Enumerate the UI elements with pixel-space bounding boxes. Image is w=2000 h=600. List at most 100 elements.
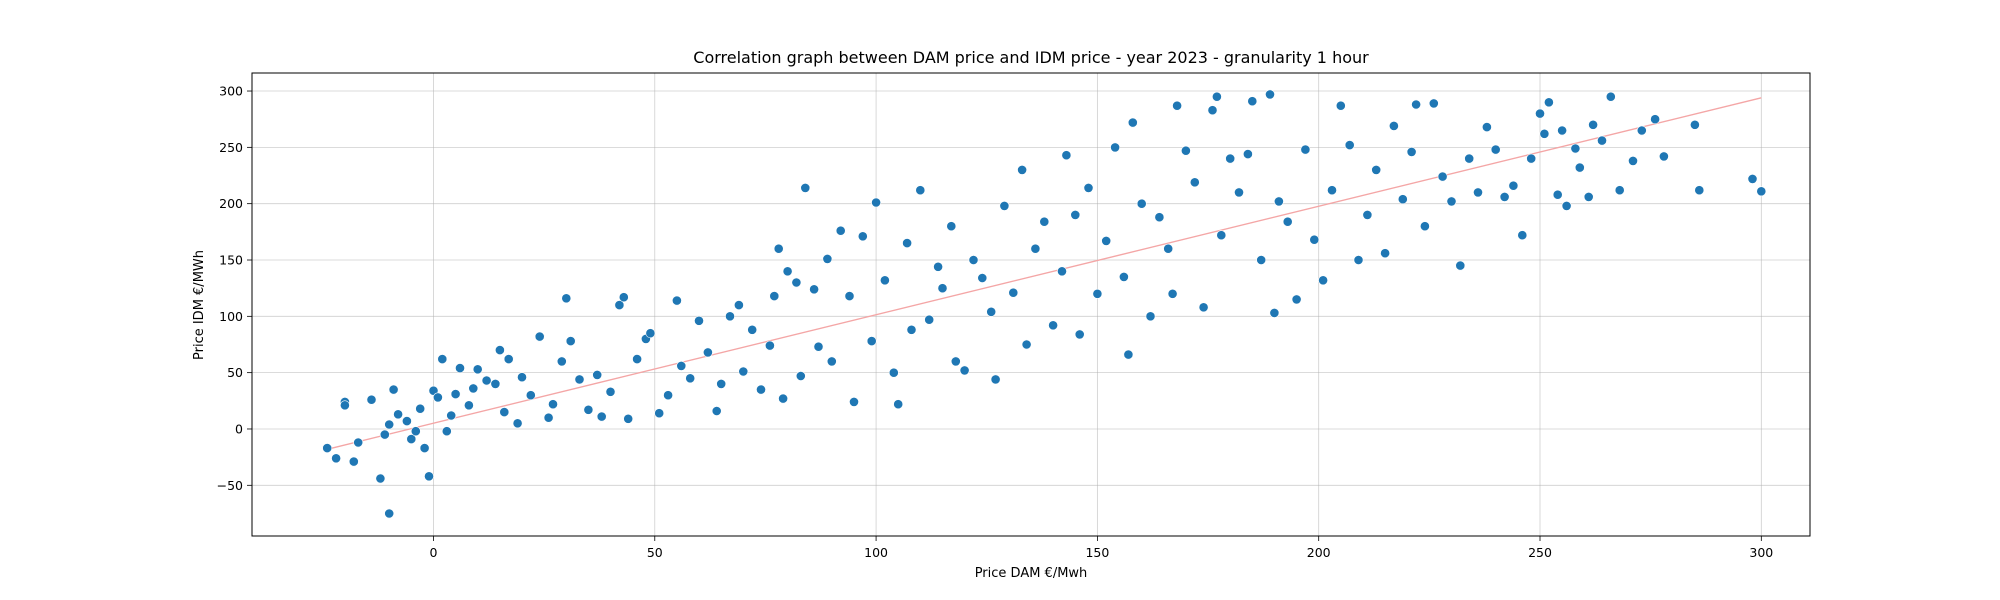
data-point <box>331 453 341 464</box>
y-tick-label: 0 <box>235 421 243 436</box>
data-point <box>1552 189 1563 200</box>
data-point <box>1380 248 1390 259</box>
data-point <box>937 283 948 294</box>
data-point <box>1694 185 1705 196</box>
data-point <box>1636 125 1647 136</box>
data-point <box>871 197 881 208</box>
x-axis-label: Price DAM €/Mwh <box>975 566 1088 581</box>
data-point <box>512 418 523 429</box>
x-tick-label: 50 <box>647 545 663 560</box>
data-point <box>419 443 430 453</box>
data-point <box>1207 105 1218 116</box>
data-point <box>1614 185 1625 196</box>
data-point <box>481 375 492 386</box>
data-point <box>455 363 465 373</box>
data-point <box>1583 191 1594 202</box>
data-point <box>716 378 727 389</box>
data-point <box>605 386 616 397</box>
plot-frame <box>251 72 1811 537</box>
data-point <box>694 315 704 326</box>
data-point <box>1659 151 1669 162</box>
data-point <box>1397 194 1408 205</box>
data-point <box>654 408 665 419</box>
data-point <box>1008 287 1019 298</box>
data-point <box>446 410 457 421</box>
data-point <box>393 409 403 420</box>
data-point <box>543 412 554 423</box>
data-point <box>1446 196 1457 207</box>
data-point <box>756 384 766 395</box>
data-point <box>424 471 434 482</box>
data-point <box>490 378 501 389</box>
data-point <box>632 354 642 364</box>
x-tick-label: 100 <box>864 545 888 560</box>
data-point <box>517 372 527 383</box>
data-point <box>472 364 483 375</box>
data-point <box>1119 271 1129 282</box>
x-tick-label: 150 <box>1085 545 1109 560</box>
data-point <box>410 426 421 437</box>
data-point <box>986 306 997 317</box>
data-point <box>379 429 390 440</box>
data-point <box>1411 99 1421 110</box>
data-point <box>534 331 545 342</box>
data-point <box>1428 98 1439 109</box>
data-point <box>322 443 333 453</box>
data-point <box>1181 145 1191 156</box>
data-point <box>432 392 443 403</box>
data-point <box>888 367 899 378</box>
data-point <box>703 347 713 358</box>
data-point <box>592 369 603 380</box>
data-point <box>1225 153 1236 164</box>
data-point <box>503 354 514 364</box>
data-point <box>437 354 448 364</box>
data-point <box>548 399 558 410</box>
data-point <box>1247 96 1258 107</box>
chart-title: Correlation graph between DAM price and … <box>693 48 1369 67</box>
data-point <box>685 373 696 384</box>
data-point <box>1167 288 1178 299</box>
data-point <box>1309 234 1320 245</box>
data-point <box>977 273 988 283</box>
data-point <box>968 255 979 265</box>
data-point <box>1464 153 1475 164</box>
data-point <box>893 399 904 410</box>
data-point <box>565 336 576 346</box>
data-point <box>734 300 744 310</box>
data-point <box>999 200 1010 211</box>
data-point <box>1756 186 1767 197</box>
y-tick-label: 50 <box>227 365 243 380</box>
data-point <box>1061 150 1072 161</box>
data-point <box>583 404 594 415</box>
data-point <box>1420 221 1430 232</box>
data-point <box>1406 146 1417 157</box>
data-point <box>348 456 359 467</box>
data-point <box>1499 191 1510 202</box>
y-axis-label: Price IDM €/MWh <box>192 250 207 360</box>
data-point <box>1473 187 1483 198</box>
data-point <box>795 371 806 381</box>
data-point <box>765 340 775 351</box>
data-point <box>857 231 868 242</box>
data-point <box>1030 243 1041 254</box>
data-point <box>1557 125 1567 136</box>
data-point <box>1092 288 1103 299</box>
data-point <box>415 403 426 414</box>
data-point <box>880 275 890 286</box>
ticks: 0 50 100 150 200 250 300 −50 0 50 100 150 200 250 300 <box>217 84 1774 560</box>
data-point <box>1154 212 1165 223</box>
y-tick-label: 100 <box>219 309 243 324</box>
x-tick-label: 0 <box>429 545 437 560</box>
data-point <box>1269 307 1280 318</box>
data-point <box>1048 320 1058 331</box>
data-point <box>353 437 364 448</box>
data-point <box>915 185 926 196</box>
data-point <box>1123 349 1134 360</box>
data-point <box>1605 91 1616 102</box>
data-point <box>1344 140 1355 150</box>
data-point <box>1057 266 1067 277</box>
data-point <box>618 292 629 303</box>
data-point <box>1490 144 1501 155</box>
data-point <box>1362 209 1373 220</box>
